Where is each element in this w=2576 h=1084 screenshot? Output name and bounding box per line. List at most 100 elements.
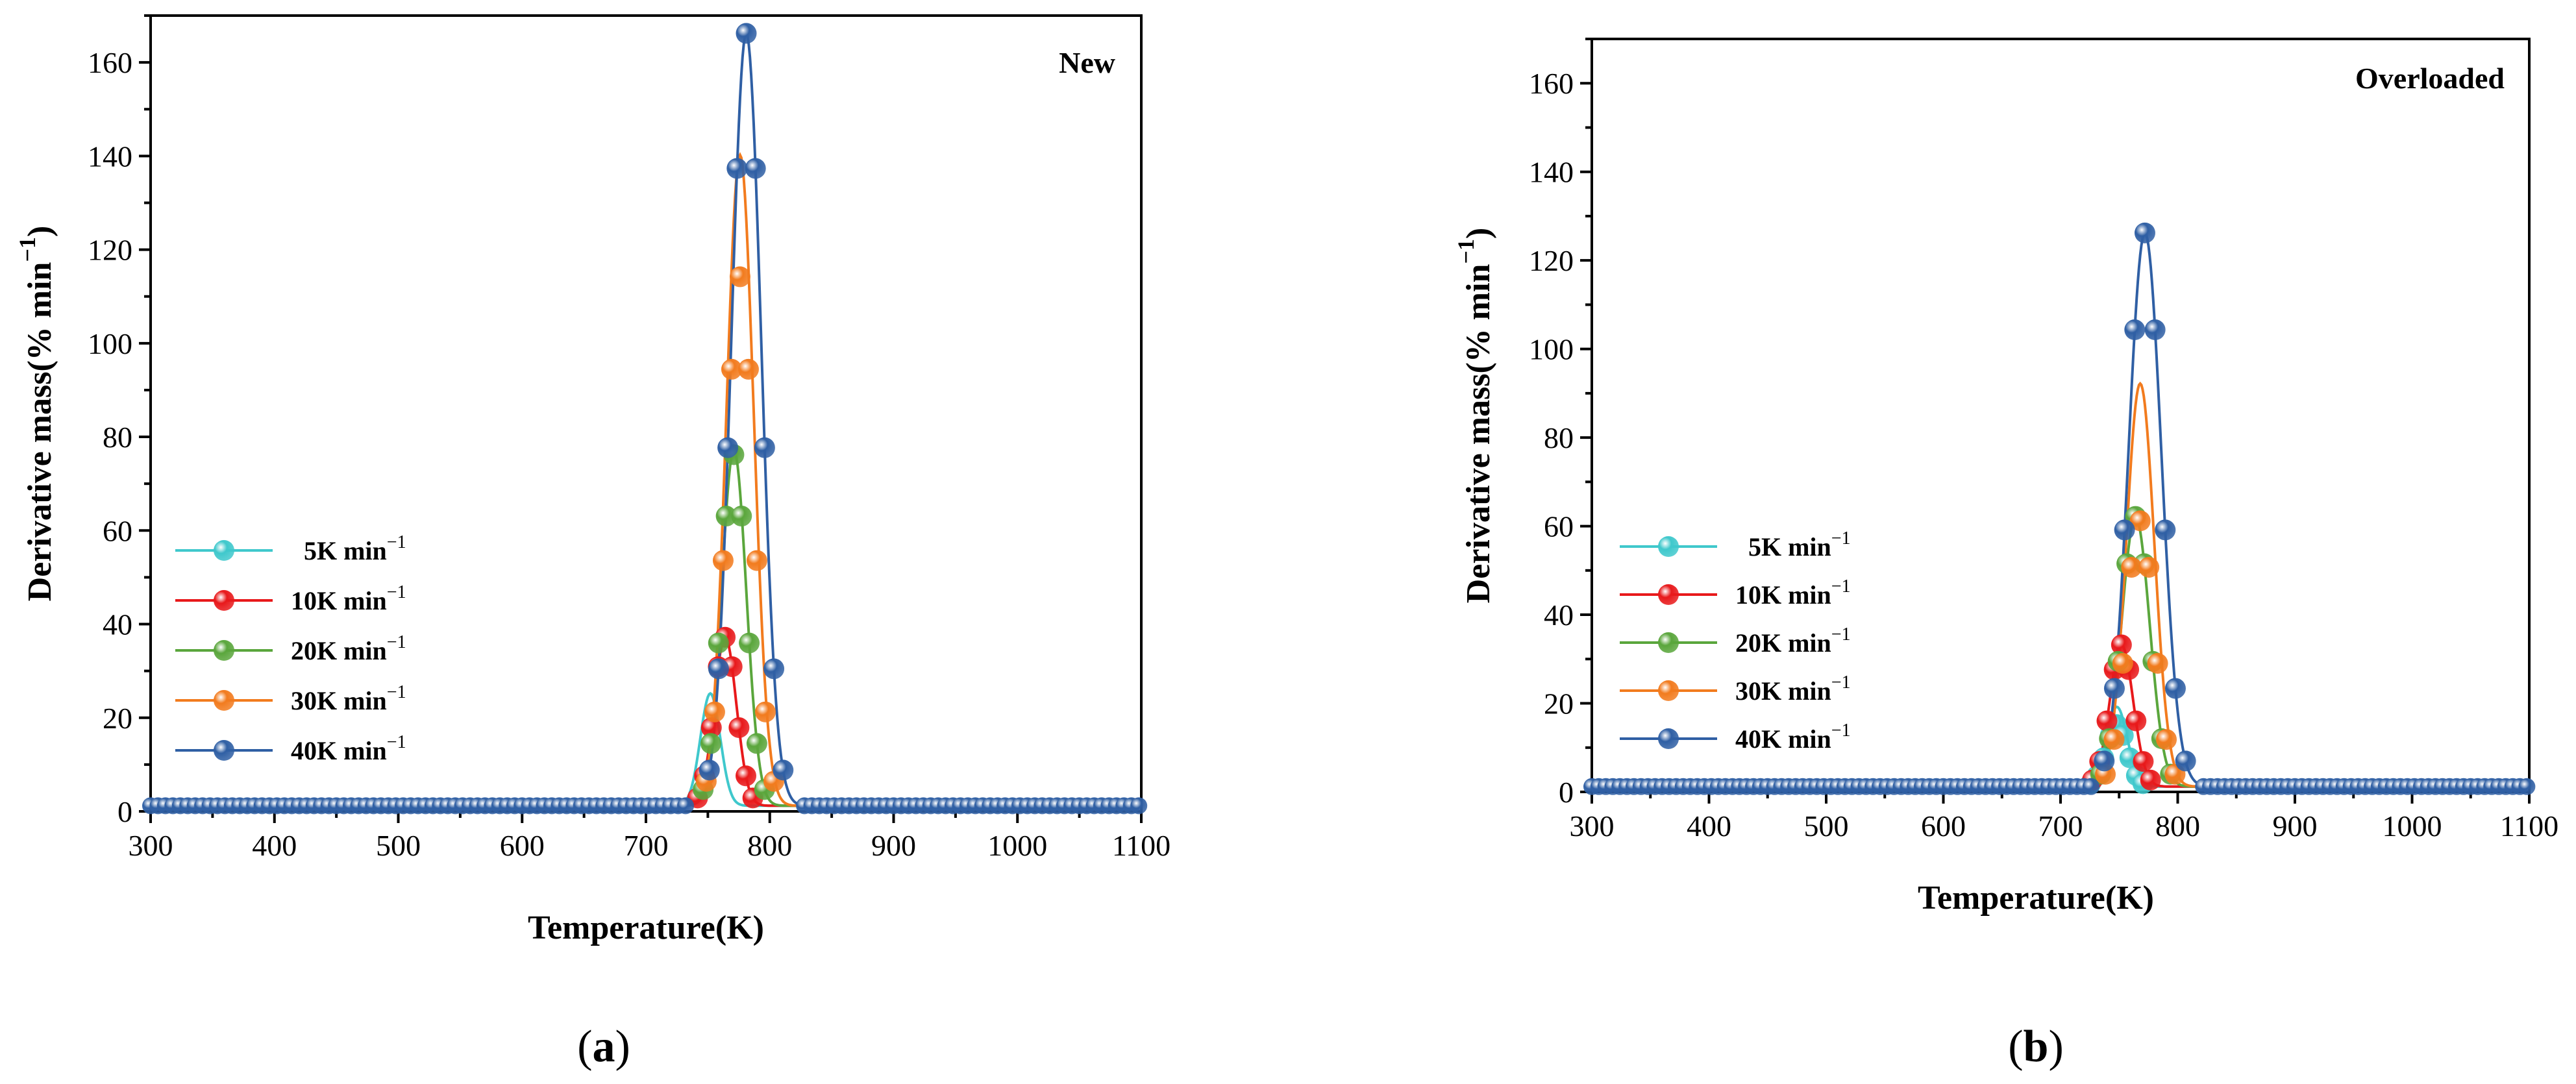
markers-20K-a xyxy=(693,444,775,800)
legend-label: 40K min−1 xyxy=(291,732,406,765)
data-point xyxy=(737,358,759,380)
x-tick-label: 1000 xyxy=(987,829,1047,862)
data-point xyxy=(2175,750,2196,772)
data-point xyxy=(717,437,739,458)
y-tick-label: 20 xyxy=(103,702,132,735)
markers-30K-a xyxy=(695,266,785,792)
legend-label: 20K min−1 xyxy=(291,632,406,665)
x-tick-label: 800 xyxy=(2155,809,2200,843)
series-40K-b xyxy=(1592,230,2529,788)
y-tick-label: 100 xyxy=(88,327,132,360)
x-tick-label: 400 xyxy=(1687,809,1731,843)
data-point xyxy=(2147,653,2168,674)
legend-item-30K: 30K min−1 xyxy=(175,682,406,715)
legend-item-5K: 5K min−1 xyxy=(175,532,406,565)
data-point xyxy=(728,717,750,738)
plot-frame-b xyxy=(1591,38,2531,793)
x-tick-label: 1100 xyxy=(2500,809,2558,843)
data-point xyxy=(715,506,737,527)
y-tick-label: 120 xyxy=(1529,244,1574,277)
y-tick-label: 140 xyxy=(1529,156,1574,189)
x-tick-label: 900 xyxy=(2273,809,2318,843)
legend-marker xyxy=(214,740,234,761)
data-point xyxy=(731,506,752,527)
data-point xyxy=(2138,556,2160,578)
x-tick-label: 1000 xyxy=(2383,809,2442,843)
data-point xyxy=(700,733,721,754)
legend-item-40K: 40K min−1 xyxy=(175,732,406,765)
x-tick-label: 900 xyxy=(871,829,916,862)
legend-label: 10K min−1 xyxy=(291,582,406,615)
series-5K-b xyxy=(1592,705,2529,788)
x-tick-label: 700 xyxy=(2038,809,2083,843)
data-point xyxy=(708,658,729,680)
y-axis-title-a: Derivative mass(% min−1) xyxy=(14,226,58,602)
data-point xyxy=(712,550,734,571)
data-point xyxy=(726,158,748,179)
legend-item-5K: 5K min−1 xyxy=(1620,528,1851,561)
y-axis-title-b: Derivative mass(% min−1) xyxy=(1453,228,1497,604)
x-tick-label: 500 xyxy=(1804,809,1849,843)
x-tick-label: 400 xyxy=(252,829,297,862)
legend-marker xyxy=(214,540,234,561)
markers-30K-b xyxy=(2095,510,2186,785)
legend-marker xyxy=(1658,536,1679,557)
data-point xyxy=(2155,519,2176,541)
data-point xyxy=(754,437,775,458)
data-point xyxy=(2082,778,2099,795)
panel-a: 300 400 500 600 700 800 900 1000 1100 0 20 40 60 80 10… xyxy=(14,14,1170,1072)
data-point xyxy=(2140,769,2161,791)
data-point xyxy=(2129,510,2151,532)
y-tick-label: 40 xyxy=(1544,598,1574,632)
data-point xyxy=(2114,519,2135,541)
data-point xyxy=(2124,319,2146,341)
y-tick-label: 0 xyxy=(118,795,132,828)
legend-marker xyxy=(1658,680,1679,701)
data-point xyxy=(721,358,742,380)
legend-item-10K: 10K min−1 xyxy=(1620,576,1851,610)
legend-label: 40K min−1 xyxy=(1735,721,1851,754)
data-point xyxy=(1130,797,1148,815)
panel-b: 300 400 500 600 700 800 900 1000 1100 0 20 40 60 80 10… xyxy=(1453,38,2558,1072)
data-point xyxy=(2164,678,2186,699)
subfigure-label-a: (a) xyxy=(577,1022,630,1072)
panel-title-a: New xyxy=(1059,46,1115,79)
legend-item-30K: 30K min−1 xyxy=(1620,672,1851,706)
data-point xyxy=(2103,729,2125,750)
data-point xyxy=(773,759,794,781)
legend-marker xyxy=(1658,584,1679,605)
data-point xyxy=(2156,729,2177,750)
legend-marker xyxy=(214,690,234,711)
x-tick-label: 600 xyxy=(500,829,545,862)
markers-40K-a xyxy=(142,23,1148,815)
data-point xyxy=(708,632,729,654)
series-line-20K xyxy=(1592,515,2529,788)
data-point xyxy=(746,550,767,571)
data-point xyxy=(736,23,757,44)
data-point xyxy=(736,765,757,787)
y-tick-label: 80 xyxy=(1544,421,1574,454)
y-tick-label: 20 xyxy=(1544,687,1574,721)
y-tick-label: 140 xyxy=(88,140,132,173)
series-line-30K xyxy=(1592,381,2529,788)
legend-item-20K: 20K min−1 xyxy=(175,632,406,665)
x-tick-label: 300 xyxy=(129,829,173,862)
y-tick-label: 60 xyxy=(103,514,132,547)
legend-label: 10K min−1 xyxy=(1735,576,1851,610)
x-tick-label: 300 xyxy=(1570,809,1615,843)
subfigure-label-b: (b) xyxy=(2008,1022,2064,1072)
markers-40K-b xyxy=(1583,222,2536,795)
x-tick-label: 500 xyxy=(376,829,421,862)
x-tick-label: 800 xyxy=(747,829,792,862)
y-tick-label: 120 xyxy=(88,234,132,267)
data-point xyxy=(746,733,767,754)
data-point xyxy=(704,701,725,722)
legend-label: 5K min−1 xyxy=(1748,528,1851,561)
legend-label: 30K min−1 xyxy=(291,682,406,715)
legend-item-20K: 20K min−1 xyxy=(1620,624,1851,658)
x-tick-label: 600 xyxy=(1921,809,1966,843)
data-point xyxy=(2144,319,2166,341)
x-tick-label: 700 xyxy=(624,829,669,862)
y-tick-label: 0 xyxy=(1559,776,1574,809)
